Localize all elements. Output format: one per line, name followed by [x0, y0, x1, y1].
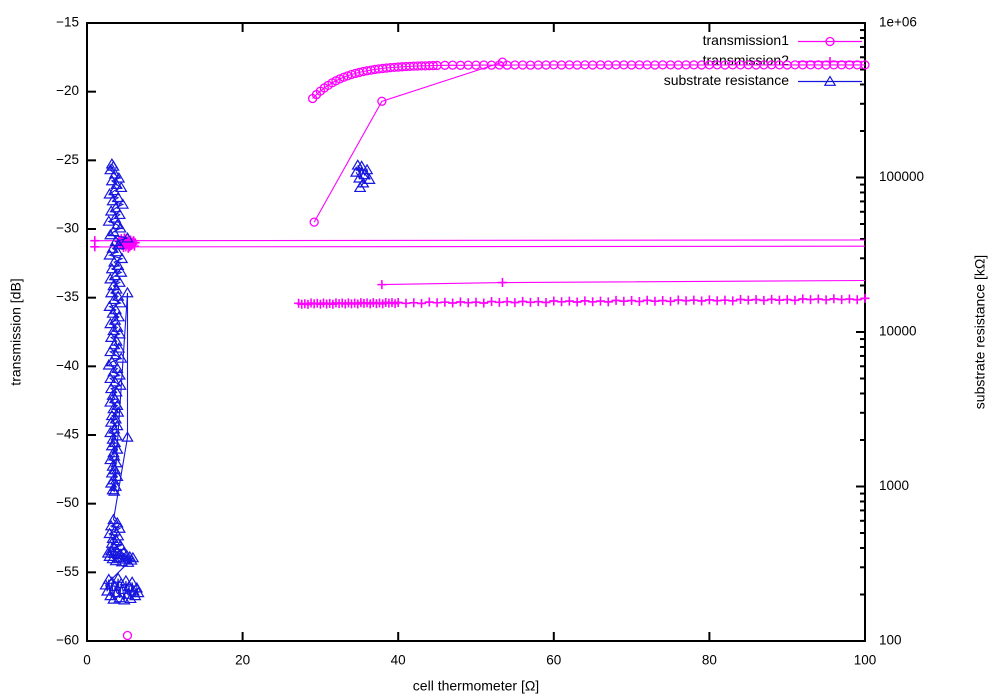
y-tick-label: −25 — [56, 152, 79, 167]
x-tick-label: 100 — [854, 653, 877, 668]
y-tick-label: −60 — [56, 633, 79, 648]
y-tick-label: −20 — [56, 83, 79, 98]
y2-axis: 100 1000 10000 100000 1e+06 — [856, 15, 924, 648]
series-transmission1-outlier — [122, 630, 133, 641]
legend: transmission1 transmission2 substrate resi… — [664, 32, 862, 88]
y2-tick-label: 100000 — [879, 169, 924, 184]
x-tick-label: 80 — [702, 653, 717, 668]
legend-label-2: transmission2 — [703, 52, 790, 68]
series-transmission1-main — [307, 60, 870, 104]
series-transmission2-band — [294, 293, 870, 309]
axes: 0 20 40 60 80 100−15−20−25−30−35−40−45−50−55−… — [8, 15, 988, 694]
x-tick-label: 0 — [83, 653, 91, 668]
series-transmission2-lower-line — [90, 242, 866, 252]
y2-tick-label: 1e+06 — [879, 15, 917, 30]
y-tick-label: −30 — [56, 221, 79, 236]
y-tick-label: −40 — [56, 358, 79, 373]
legend-label-3: substrate resistance — [664, 72, 789, 88]
y2-tick-label: 100 — [879, 633, 902, 648]
y-axis: −15 −20 −25 −30 −35 −40 −45 −50 −55 −60 — [56, 15, 96, 648]
legend-label-1: transmission1 — [703, 32, 790, 48]
y-tick-label: −45 — [56, 427, 79, 442]
y2-tick-label: 10000 — [879, 324, 917, 339]
y2-axis-title: substrate resistance [kΩ] — [972, 255, 988, 409]
x-axis-title: cell thermometer [Ω] — [413, 678, 539, 694]
x-axis: 0 20 40 60 80 100 — [83, 23, 876, 668]
series-transmission1-sparse — [309, 57, 508, 227]
y-axis-title: transmission [dB] — [8, 278, 24, 385]
y-tick-label: −35 — [56, 289, 79, 304]
series-substrate-resistance-main — [99, 157, 145, 605]
y2-tick-label: 1000 — [879, 478, 909, 493]
x-tick-label: 20 — [235, 653, 250, 668]
x-tick-label: 40 — [391, 653, 406, 668]
y-tick-label: −50 — [56, 495, 79, 510]
y-tick-label: −55 — [56, 564, 79, 579]
series-transmission2-upper-line — [90, 236, 866, 246]
x-tick-label: 60 — [546, 653, 561, 668]
y-tick-label: −15 — [56, 15, 79, 30]
series-substrate-resistance-cluster35 — [349, 159, 376, 193]
series-transmission2-sparse — [377, 278, 866, 290]
